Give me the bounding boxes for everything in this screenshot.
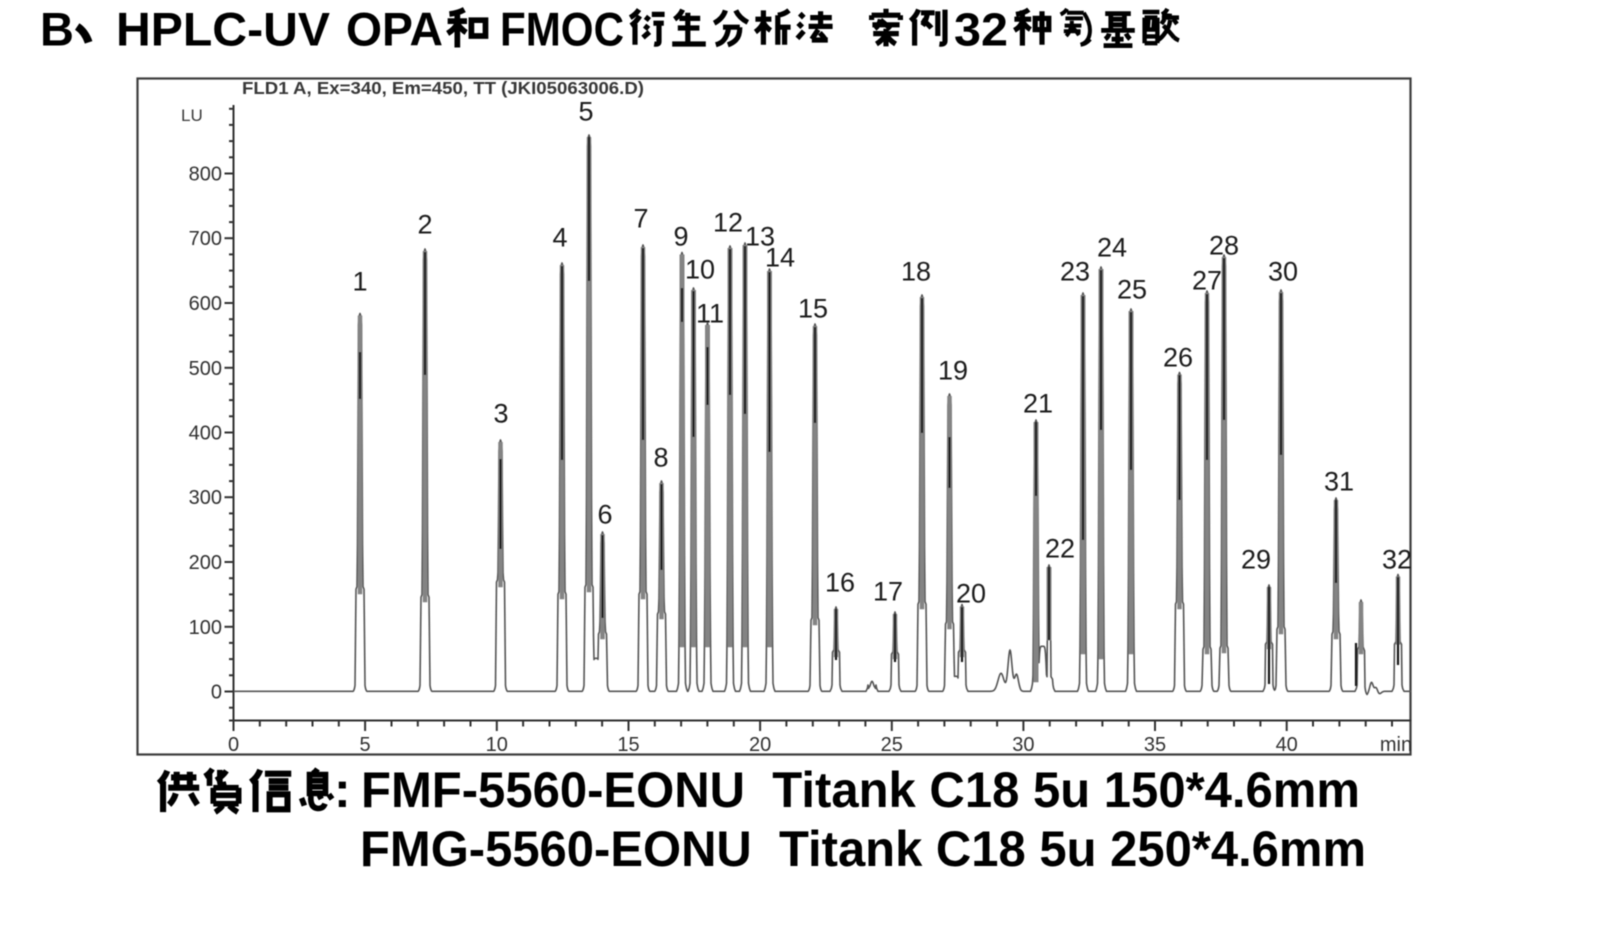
svg-text:10: 10 [685, 255, 715, 285]
svg-text:25: 25 [881, 734, 903, 756]
svg-text:30: 30 [1012, 734, 1034, 756]
svg-text:35: 35 [1144, 734, 1166, 756]
svg-text:FMG-5560-EONU Titank C18 5u 2: FMG-5560-EONU Titank C18 5u 250*4.6mm [360, 821, 1366, 877]
svg-text:24: 24 [1097, 233, 1127, 263]
svg-text:0: 0 [228, 734, 239, 756]
svg-text:11: 11 [696, 299, 724, 329]
svg-text:5: 5 [578, 97, 593, 127]
svg-text:LU: LU [181, 106, 203, 125]
svg-text:20: 20 [749, 734, 771, 756]
svg-text:2: 2 [417, 210, 432, 240]
svg-text:100: 100 [189, 617, 222, 639]
svg-text:15: 15 [617, 734, 639, 756]
svg-text:4: 4 [552, 223, 567, 253]
svg-text:25: 25 [1117, 275, 1147, 305]
svg-text:HPLC-UV: HPLC-UV [116, 3, 331, 56]
svg-text:300: 300 [189, 487, 222, 509]
svg-text:B: B [40, 3, 74, 56]
svg-text:800: 800 [189, 164, 222, 186]
svg-text:0: 0 [211, 682, 222, 704]
svg-text:20: 20 [956, 579, 986, 609]
svg-text:26: 26 [1163, 343, 1193, 373]
svg-text:18: 18 [901, 257, 931, 287]
svg-text:min: min [1380, 734, 1412, 756]
svg-text:15: 15 [798, 294, 828, 324]
svg-text:17: 17 [873, 577, 903, 607]
svg-text:1: 1 [352, 267, 367, 297]
svg-text:8: 8 [653, 443, 668, 473]
svg-text:22: 22 [1045, 534, 1075, 564]
svg-text:32: 32 [954, 4, 1008, 56]
svg-text:7: 7 [633, 204, 648, 234]
svg-text:10: 10 [486, 734, 508, 756]
svg-text:13: 13 [745, 222, 775, 252]
svg-text:400: 400 [189, 423, 222, 445]
svg-text:16: 16 [825, 568, 855, 598]
svg-text:5: 5 [360, 734, 371, 756]
svg-text:31: 31 [1324, 467, 1354, 497]
svg-text:700: 700 [189, 228, 222, 250]
svg-text:500: 500 [189, 358, 222, 380]
svg-text:30: 30 [1268, 257, 1298, 287]
svg-text:28: 28 [1209, 231, 1239, 261]
svg-text:FLD1 A, Ex=340, Em=450, TT (JK: FLD1 A, Ex=340, Em=450, TT (JKI05063006.… [242, 78, 644, 98]
svg-text:29: 29 [1241, 545, 1271, 575]
svg-text:OPA: OPA [346, 3, 443, 56]
svg-text:19: 19 [938, 356, 968, 386]
svg-text:6: 6 [597, 500, 612, 530]
svg-text:3: 3 [493, 399, 508, 429]
svg-text:32: 32 [1382, 545, 1412, 575]
svg-text:14: 14 [765, 243, 795, 273]
svg-text:9: 9 [673, 222, 688, 252]
svg-text:FMOC: FMOC [500, 3, 624, 56]
svg-text:200: 200 [189, 552, 222, 574]
svg-text:27: 27 [1192, 266, 1222, 296]
svg-text:FMF-5560-EONU Titank C18 5u 1: FMF-5560-EONU Titank C18 5u 150*4.6mm [361, 762, 1360, 818]
svg-text:21: 21 [1023, 389, 1053, 419]
svg-text:600: 600 [189, 293, 222, 315]
svg-text::: : [334, 762, 351, 818]
svg-text:12: 12 [713, 208, 743, 238]
svg-text:40: 40 [1276, 734, 1298, 756]
svg-text:23: 23 [1060, 257, 1090, 287]
